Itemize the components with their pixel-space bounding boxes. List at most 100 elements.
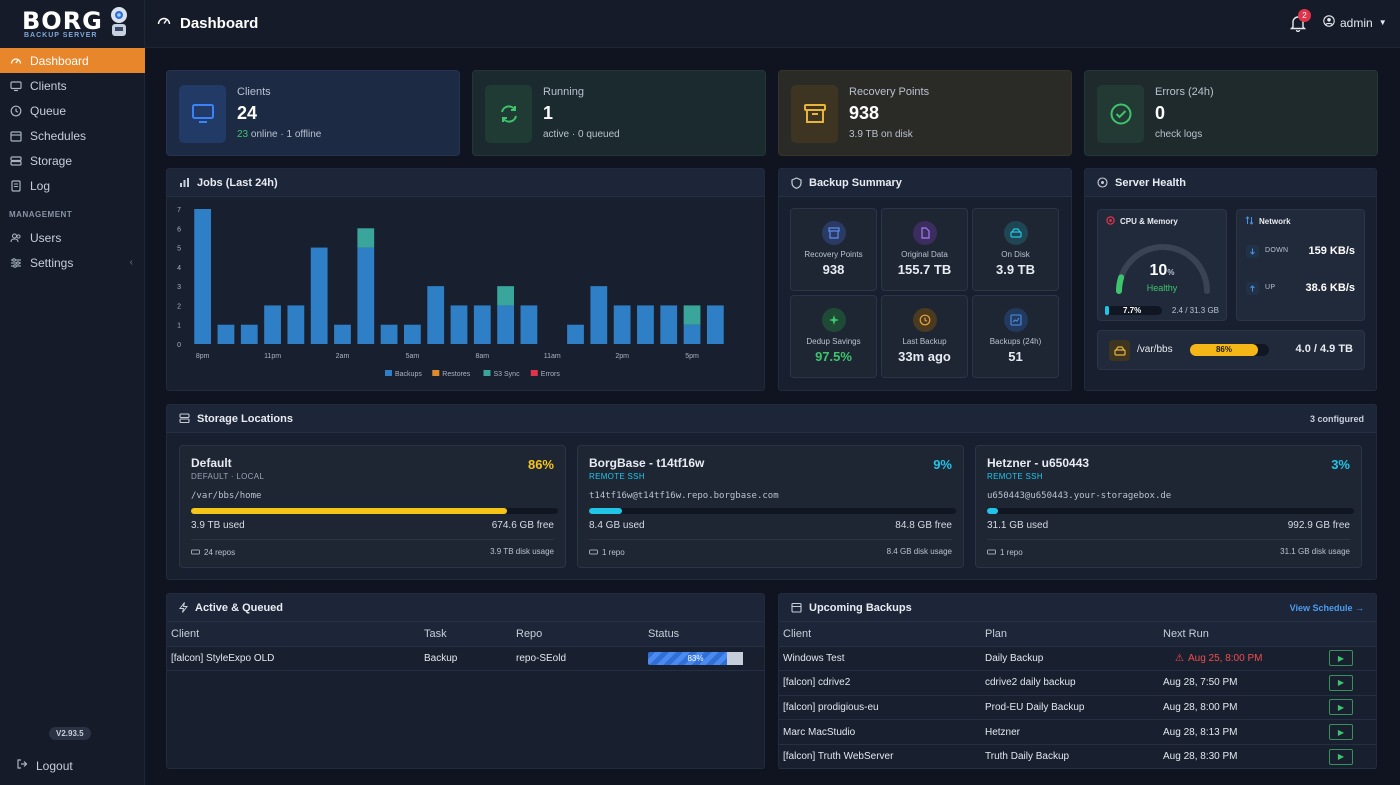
storage-count: 3 configured bbox=[1309, 413, 1364, 424]
stat-label: Errors (24h) bbox=[1155, 86, 1214, 98]
upcoming-plan: Hetzner bbox=[981, 719, 1159, 745]
storage-locations-header: Storage Locations 3 configured bbox=[167, 405, 1376, 433]
sidebar-item-label: Log bbox=[30, 178, 51, 193]
tile-label: On Disk bbox=[1001, 250, 1030, 259]
bar-backups bbox=[497, 305, 514, 344]
server-health-title: Server Health bbox=[1115, 176, 1186, 189]
storage-icon bbox=[179, 413, 190, 424]
table-row[interactable]: [falcon] StyleExpo OLD Backup repo-SEold… bbox=[167, 646, 764, 672]
column-header-task[interactable]: Task bbox=[420, 622, 512, 647]
version-badge: V2.93.5 bbox=[49, 727, 91, 740]
location-repos: 1 repo bbox=[589, 547, 625, 557]
page-title: Dashboard bbox=[157, 14, 258, 32]
network-down-value: 159 KB/s bbox=[1308, 245, 1355, 257]
bar-backups bbox=[217, 324, 235, 344]
tile-label: Backups (24h) bbox=[989, 337, 1042, 346]
upcoming-client: Windows Test bbox=[779, 646, 981, 672]
x-tick-label: 11pm bbox=[264, 353, 281, 360]
column-header-next-run[interactable]: Next Run bbox=[1159, 622, 1325, 647]
view-schedule-link[interactable]: View Schedule → bbox=[1289, 602, 1364, 613]
run-now-button[interactable]: ▶ bbox=[1329, 674, 1353, 691]
sidebar-item-queue[interactable]: Queue bbox=[0, 98, 145, 123]
job-client: [falcon] StyleExpo OLD bbox=[167, 646, 420, 672]
table-row[interactable]: [falcon] cdrive2 cdrive2 daily backup Au… bbox=[779, 670, 1376, 696]
bar-backups bbox=[194, 209, 212, 344]
run-now-button[interactable]: ▶ bbox=[1329, 748, 1353, 765]
monitor-icon bbox=[10, 80, 22, 92]
sidebar-item-label: Users bbox=[30, 230, 62, 245]
play-icon: ▶ bbox=[1337, 678, 1345, 688]
stat-card-recovery-points[interactable]: Recovery Points 938 3.9 TB on disk bbox=[778, 70, 1072, 156]
sidebar-item-dashboard[interactable]: Dashboard bbox=[0, 48, 145, 73]
location-path: u650443@u650443.your-storagebox.de bbox=[987, 491, 1172, 501]
stat-card-clients[interactable]: Clients 24 23 online · 1 offline bbox=[166, 70, 460, 156]
x-tick-label: 8pm bbox=[196, 353, 210, 360]
sidebar-item-storage[interactable]: Storage bbox=[0, 148, 145, 173]
stat-sub-online: 23 bbox=[237, 129, 249, 140]
user-menu[interactable]: admin ▼ bbox=[1323, 15, 1387, 30]
upcoming-next-run: Aug 28, 8:00 PM bbox=[1159, 695, 1325, 721]
run-now-button[interactable]: ▶ bbox=[1329, 724, 1353, 741]
sidebar-item-log[interactable]: Log bbox=[0, 173, 145, 198]
bar-backups bbox=[637, 305, 654, 344]
location-usage-fill bbox=[191, 508, 507, 514]
divider bbox=[987, 539, 1350, 540]
run-now-button[interactable]: ▶ bbox=[1329, 699, 1353, 716]
jobs-card: Jobs (Last 24h) bbox=[166, 168, 765, 391]
table-row[interactable]: [falcon] Truth WebServer Truth Daily Bac… bbox=[779, 744, 1376, 770]
stat-card-errors[interactable]: Errors (24h) 0 check logs bbox=[1084, 70, 1378, 156]
sidebar-item-clients[interactable]: Clients bbox=[0, 73, 145, 98]
y-tick-label: 4 bbox=[177, 265, 181, 272]
server-icon bbox=[1097, 177, 1108, 188]
gauge-icon bbox=[10, 55, 22, 67]
sidebar-item-label: Queue bbox=[30, 103, 67, 118]
backup-summary-title: Backup Summary bbox=[809, 176, 902, 189]
network-title: Network bbox=[1245, 216, 1291, 227]
sidebar-item-users[interactable]: Users bbox=[0, 225, 145, 250]
stat-sub: 23 online · 1 offline bbox=[237, 129, 321, 140]
active-jobs-table: Client Task Repo Status [falcon] StyleEx… bbox=[167, 622, 764, 672]
chevron-left-icon: ‹ bbox=[129, 257, 133, 268]
column-header-client[interactable]: Client bbox=[167, 622, 420, 647]
sidebar-item-schedules[interactable]: Schedules bbox=[0, 123, 145, 148]
location-repos-text: 24 repos bbox=[204, 547, 236, 557]
column-header-repo[interactable]: Repo bbox=[512, 622, 644, 647]
check-circle-icon bbox=[1097, 85, 1144, 143]
location-usage-bar bbox=[589, 508, 956, 514]
y-tick-label: 1 bbox=[177, 323, 181, 330]
column-header-actions bbox=[1325, 622, 1376, 647]
location-usage-fill bbox=[589, 508, 623, 514]
legend-label: Errors bbox=[541, 371, 561, 378]
cpu-icon bbox=[1106, 216, 1115, 227]
upcoming-next-run: Aug 28, 8:30 PM bbox=[1159, 744, 1325, 770]
app-logo[interactable]: BORG BACKUP SERVER bbox=[22, 7, 132, 41]
run-now-button[interactable]: ▶ bbox=[1329, 650, 1353, 667]
column-header-plan[interactable]: Plan bbox=[981, 622, 1159, 647]
location-used: 31.1 GB used bbox=[987, 520, 1049, 531]
legend-label: S3 Sync bbox=[494, 371, 521, 378]
tile-value: 3.9 TB bbox=[995, 262, 1035, 277]
column-header-client[interactable]: Client bbox=[779, 622, 981, 647]
location-usage-bar bbox=[987, 508, 1354, 514]
bar-backups bbox=[334, 324, 351, 344]
stat-value: 0 bbox=[1155, 103, 1166, 123]
table-row[interactable]: Marc MacStudio Hetzner Aug 28, 8:13 PM ▶ bbox=[779, 719, 1376, 745]
network-up-label: UP bbox=[1265, 284, 1276, 291]
table-row[interactable]: [falcon] prodigious-eu Prod-EU Daily Bac… bbox=[779, 695, 1376, 721]
hard-drive-icon bbox=[1004, 221, 1028, 245]
storage-location-hetzner[interactable]: Hetzner - u650443 REMOTE SSH u650443@u65… bbox=[975, 445, 1362, 568]
logout-button[interactable]: Logout bbox=[16, 758, 73, 773]
storage-location-default[interactable]: Default DEFAULT · LOCAL /var/bbs/home 86… bbox=[179, 445, 566, 568]
storage-locations-title: Storage Locations bbox=[197, 412, 293, 425]
job-status-cell: 83% bbox=[644, 646, 764, 672]
location-type: DEFAULT · LOCAL bbox=[191, 472, 265, 481]
stat-card-running[interactable]: Running 1 active · 0 queued bbox=[472, 70, 766, 156]
jobs-card-header: Jobs (Last 24h) bbox=[167, 169, 764, 197]
sidebar-item-settings[interactable]: Settings ‹ bbox=[0, 250, 145, 275]
table-row[interactable]: Windows Test Daily Backup ⚠ Aug 25, 8:00 … bbox=[779, 646, 1376, 672]
stat-label: Clients bbox=[237, 86, 271, 98]
column-header-status[interactable]: Status bbox=[644, 622, 764, 647]
location-path: /var/bbs/home bbox=[191, 491, 262, 501]
memory-bar bbox=[1105, 306, 1162, 315]
storage-location-borgbase[interactable]: BorgBase - t14tf16w REMOTE SSH t14tf16w@… bbox=[577, 445, 964, 568]
